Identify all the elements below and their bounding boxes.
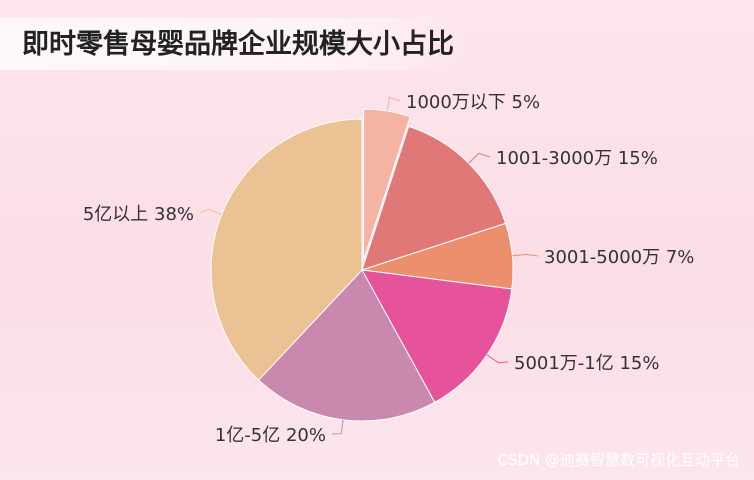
leader-line-3 [512,253,539,257]
title-band [0,18,470,70]
pie-slice-5 [257,269,436,422]
pie-slice-4 [361,269,513,404]
slice-label-5: 1亿-5亿 20% [215,425,326,446]
slice-label-3: 3001-5000万 7% [544,247,694,268]
watermark-text: CSDN @迪赛智慧数可视化互动平台 [497,451,740,469]
leader-line-4 [486,354,509,364]
leader-line-2 [468,152,491,164]
slice-label-2: 1001-3000万 15% [496,148,658,169]
leader-line-6 [199,208,222,215]
leader-line-1 [386,96,401,112]
slice-label-4: 5001万-1亿 15% [514,353,660,374]
leader-line-5 [331,419,344,435]
slice-label-6: 5亿以上 38% [83,204,194,225]
chart-title: 即时零售母婴品牌企业规模大小占比 [22,29,454,60]
pie-slice-1 [363,108,411,261]
slice-label-1: 1000万以下 5% [406,92,540,113]
